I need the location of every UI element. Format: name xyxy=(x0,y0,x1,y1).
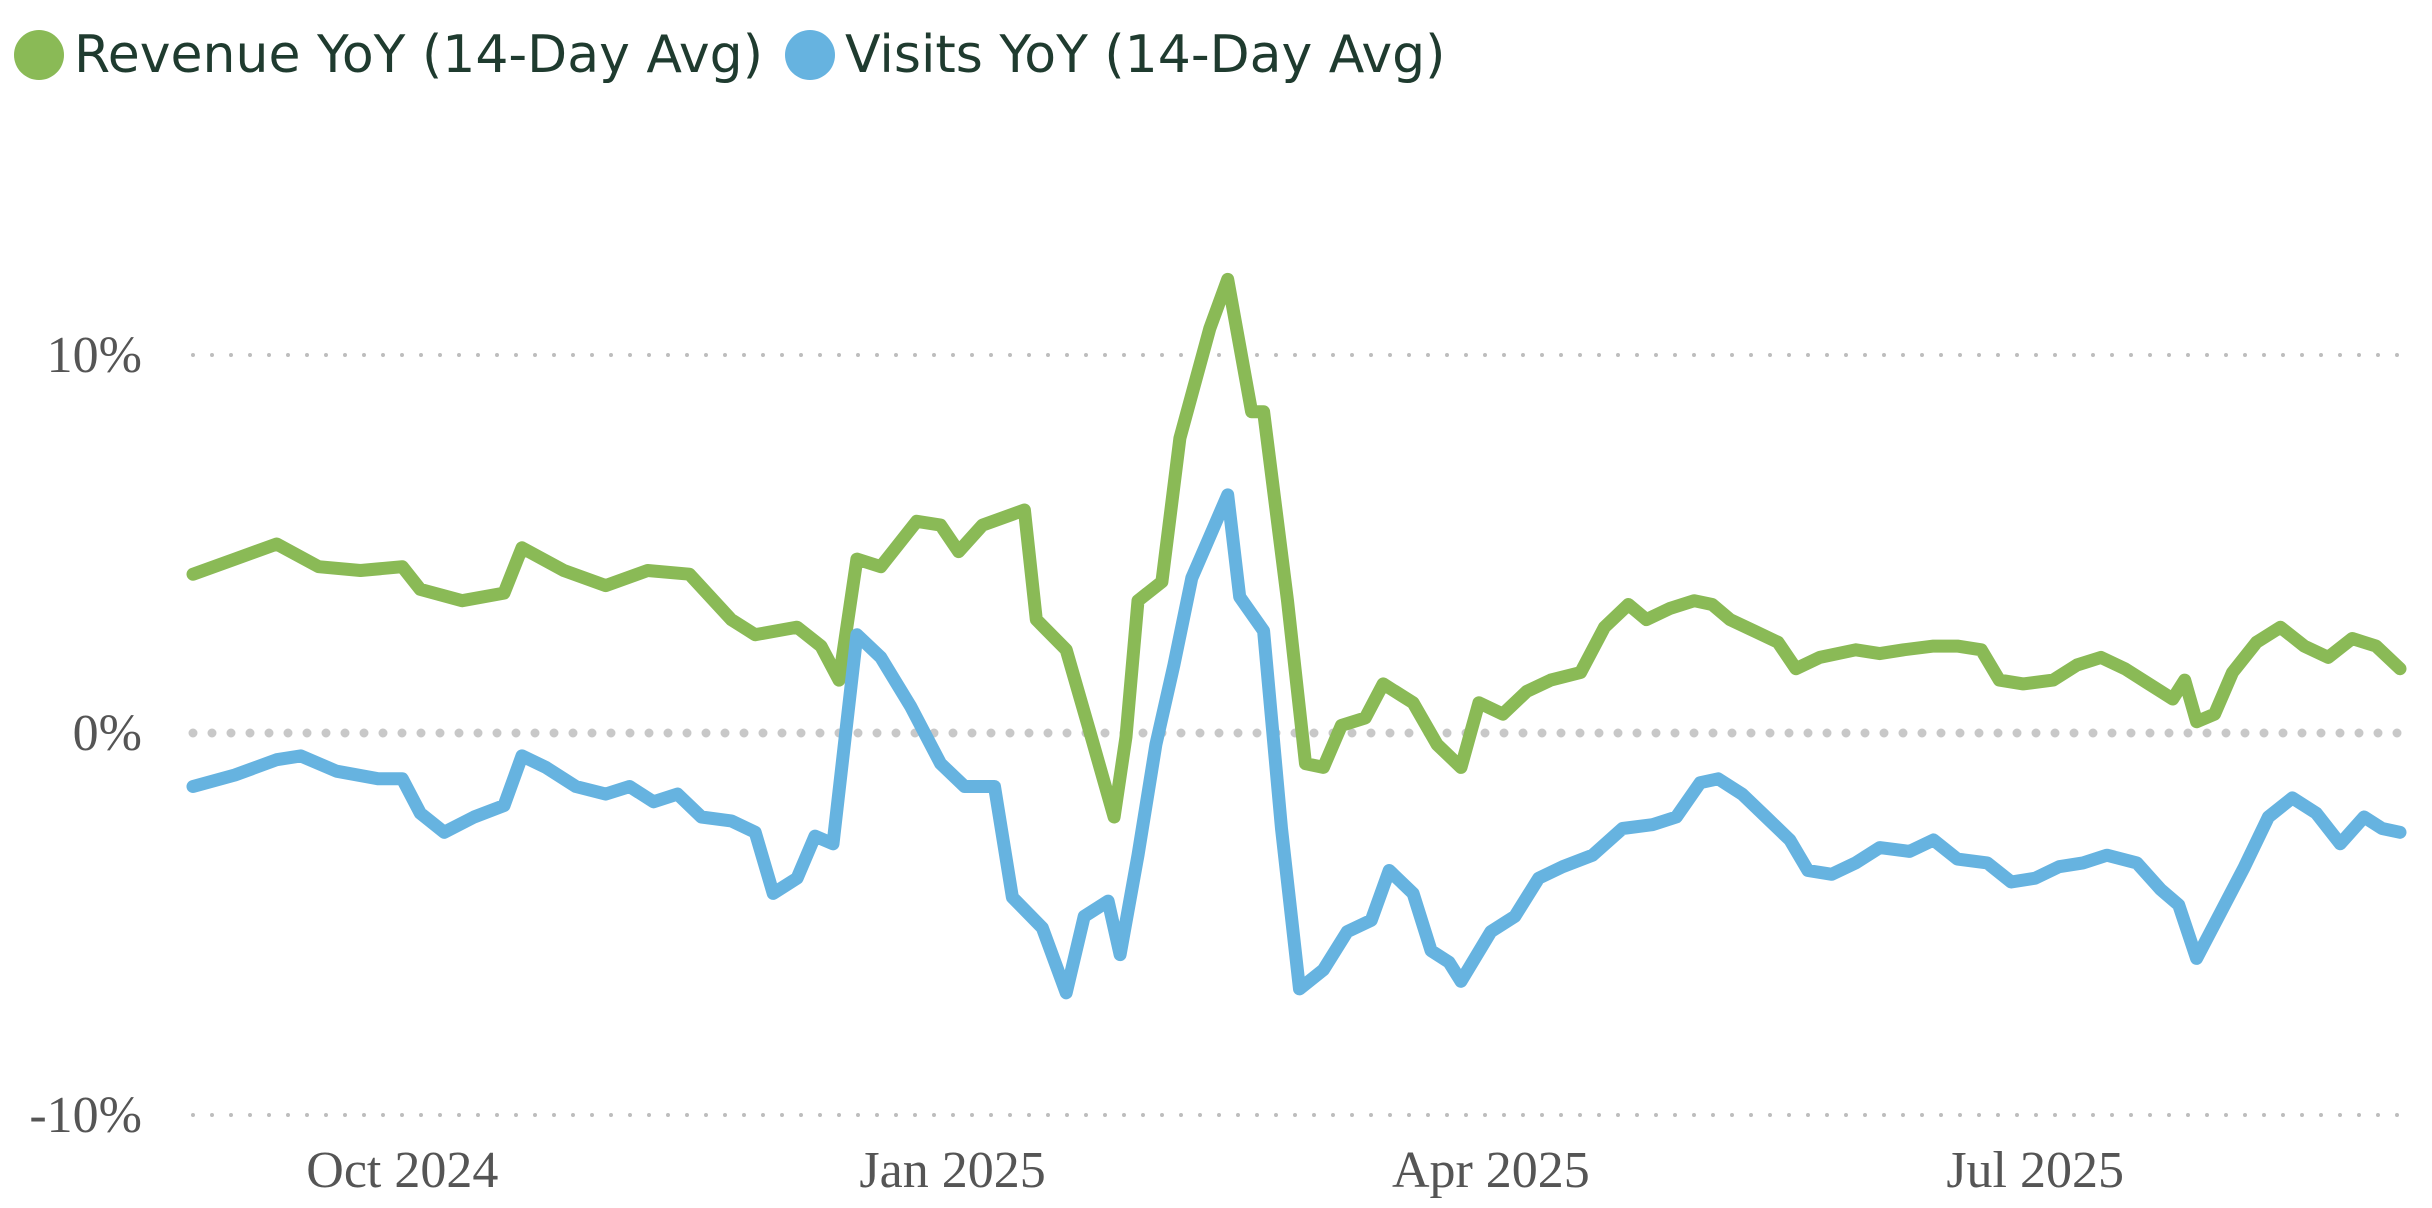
y-axis-ticks: 10% 0% -10% xyxy=(29,327,142,1144)
series-lines xyxy=(186,272,2407,1000)
x-tick-label: Apr 2025 xyxy=(1392,1142,1590,1199)
x-axis-ticks: Oct 2024 Jan 2025 Apr 2025 Jul 2025 xyxy=(306,1142,2124,1199)
y-tick-label: 0% xyxy=(73,705,142,762)
x-tick-label: Jul 2025 xyxy=(1946,1142,2124,1199)
x-tick-label: Oct 2024 xyxy=(306,1142,498,1199)
series-line-revenue[interactable] xyxy=(186,272,2407,824)
legend: Revenue YoY (14-Day Avg) Visits YoY (14-… xyxy=(14,18,1467,92)
legend-label-visits: Visits YoY (14-Day Avg) xyxy=(844,25,1446,85)
legend-item-visits[interactable]: Visits YoY (14-Day Avg) xyxy=(784,25,1446,85)
legend-item-revenue[interactable]: Revenue YoY (14-Day Avg) xyxy=(14,25,763,85)
x-tick-label: Jan 2025 xyxy=(859,1142,1045,1199)
y-tick-label: 10% xyxy=(47,327,142,384)
legend-dot-visits xyxy=(784,30,835,80)
legend-dot-revenue xyxy=(14,30,64,80)
y-tick-label: -10% xyxy=(29,1087,142,1144)
series-line-visits[interactable] xyxy=(186,488,2407,1000)
legend-label-revenue: Revenue YoY (14-Day Avg) xyxy=(74,25,763,85)
